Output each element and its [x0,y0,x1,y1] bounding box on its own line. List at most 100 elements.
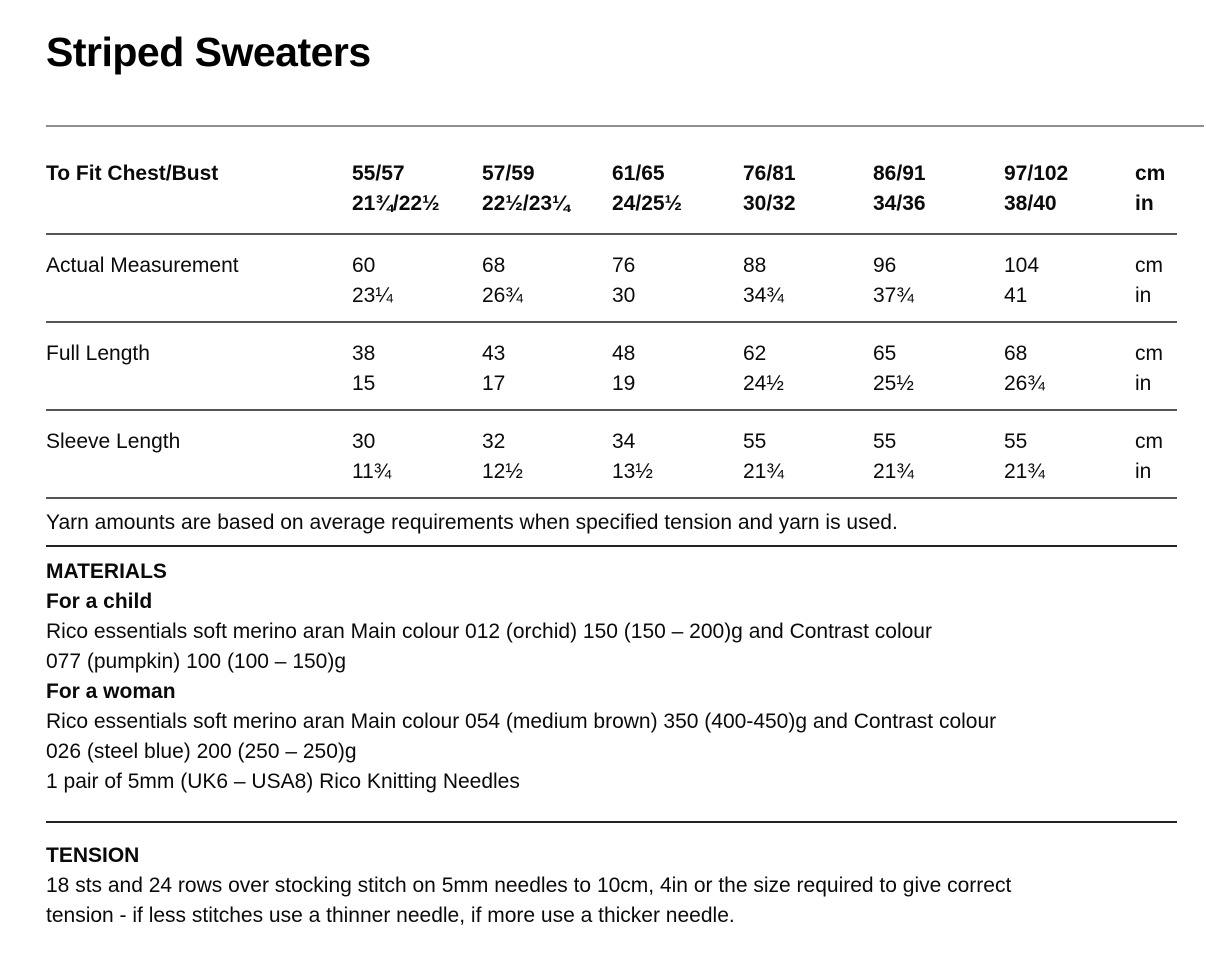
size-cell-line: 97/102 [1004,162,1069,186]
unit-cell: cm in [1135,251,1177,311]
size-cell-line: 55 [743,430,767,454]
size-cell: 88 34¾ [743,251,873,311]
size-cell-line: 24½ [743,372,784,396]
size-cell: 55 21¾ [873,427,1004,487]
size-cell: 68 26¾ [482,251,612,311]
materials-line: 026 (steel blue) 200 (250 – 250)g [46,740,357,764]
size-table-row: Full Length 38 15 43 17 48 19 62 24½ 65 25½ 68 26¾ cm… [46,323,1177,412]
materials-line: 1 pair of 5mm (UK6 – USA8) Rico Knitting… [46,770,520,794]
size-cell-line: 57/59 [482,162,535,186]
size-cell-line: 19 [612,372,636,396]
size-cell-line: 68 [1004,342,1028,366]
unit-cell: cm in [1135,427,1177,487]
size-cell: 68 26¾ [1004,339,1135,399]
unit-cell-line: cm [1135,254,1163,278]
size-cell-line: 104 [1004,254,1040,278]
size-cell: 60 23¼ [352,251,482,311]
size-cell-line: 96 [873,254,897,278]
unit-cell-line: in [1135,192,1154,216]
size-table-header-row: To Fit Chest/Bust 55/57 21¾/22½ 57/59 22½/23… [46,127,1177,236]
size-cell-line: 68 [482,254,506,278]
size-cell-line: 23¼ [352,284,393,308]
size-table-row: Actual Measurement 60 23¼ 68 26¾ 76 30 88 34¾ 96 3… [46,235,1177,324]
materials-line: 077 (pumpkin) 100 (100 – 150)g [46,650,347,674]
title-divider [46,125,1204,128]
size-table-row: Sleeve Length 30 11¾ 32 12½ 34 13½ 55 21¾ 55 21¾ 55… [46,411,1177,500]
yarn-note: Yarn amounts are based on average requir… [46,511,898,535]
pattern-sheet: Striped Sweaters To Fit Chest/Bust 55/57 2… [0,29,1206,931]
size-cell-line: 76 [612,254,636,278]
row-label: Full Length [46,339,352,399]
size-cell-line: 21¾/22½ [352,192,440,216]
materials-top-divider [46,545,1177,548]
tension-body: 18 sts and 24 rows over stocking stitch … [46,871,1177,931]
size-cell-line: 34 [612,430,636,454]
size-cell-line: 26¾ [482,284,523,308]
size-cell: 61/65 24/25½ [612,159,743,219]
size-cell: 62 24½ [743,339,873,399]
tension-section: TENSION 18 sts and 24 rows over stocking… [46,841,1177,931]
size-cell-line: 32 [482,430,506,454]
size-cell-line: 55 [1004,430,1028,454]
materials-line: Rico essentials soft merino aran Main co… [46,620,932,644]
size-cell: 76 30 [612,251,743,311]
size-cell-line: 48 [612,342,636,366]
size-cell-line: 43 [482,342,506,366]
size-table: To Fit Chest/Bust 55/57 21¾/22½ 57/59 22½/23… [46,127,1177,500]
size-cell-line: 30 [352,430,376,454]
materials-line: Rico essentials soft merino aran Main co… [46,710,997,734]
size-cell-line: 34/36 [873,192,926,216]
row-label-line: To Fit Chest/Bust [46,162,219,186]
size-cell: 43 17 [482,339,612,399]
size-cell: 48 19 [612,339,743,399]
size-cell-line: 22½/23¼ [482,192,570,216]
size-cell-line: 60 [352,254,376,278]
size-cell-line: 55 [873,430,897,454]
size-cell-line: 76/81 [743,162,796,186]
tension-top-divider [46,821,1177,824]
unit-cell: cm in [1135,339,1177,399]
size-cell: 76/81 30/32 [743,159,873,219]
size-cell-line: 38 [352,342,376,366]
size-cell-line: 41 [1004,284,1028,308]
unit-cell-line: in [1135,460,1152,484]
unit-cell-line: in [1135,372,1152,396]
size-cell-line: 30 [612,284,636,308]
materials-section: MATERIALS For a child Rico essentials sof… [46,557,1177,797]
size-cell-line: 11¾ [352,460,392,484]
size-cell: 97/102 38/40 [1004,159,1135,219]
size-cell: 34 13½ [612,427,743,487]
tension-line: tension - if less stitches use a thinner… [46,904,735,928]
unit-cell-line: cm [1135,342,1163,366]
size-cell-line: 25½ [873,372,914,396]
size-cell-line: 62 [743,342,767,366]
size-cell-line: 21¾ [1004,460,1045,484]
size-cell-line: 30/32 [743,192,796,216]
size-cell-line: 13½ [612,460,653,484]
unit-cell-line: cm [1135,430,1163,454]
materials-subheading: For a woman [46,680,176,704]
tension-heading: TENSION [46,844,140,868]
size-cell: 65 25½ [873,339,1004,399]
size-cell-line: 86/91 [873,162,926,186]
size-cell-line: 38/40 [1004,192,1057,216]
size-cell-line: 55/57 [352,162,405,186]
size-cell: 104 41 [1004,251,1135,311]
size-cell-line: 34¾ [743,284,784,308]
size-cell-line: 21¾ [743,460,784,484]
size-cell-line: 24/25½ [612,192,683,216]
size-cell-line: 15 [352,372,376,396]
materials-body: For a child Rico essentials soft merino a… [46,587,1177,797]
row-label-line: Full Length [46,342,150,366]
size-cell-line: 88 [743,254,767,278]
row-label: Actual Measurement [46,251,352,311]
row-label: Sleeve Length [46,427,352,487]
unit-cell: cm in [1135,159,1177,219]
tension-line: 18 sts and 24 rows over stocking stitch … [46,874,1012,898]
unit-cell-line: in [1135,284,1152,308]
size-cell: 96 37¾ [873,251,1004,311]
materials-heading: MATERIALS [46,560,167,584]
size-cell: 55 21¾ [743,427,873,487]
size-cell: 55 21¾ [1004,427,1135,487]
size-cell: 30 11¾ [352,427,482,487]
